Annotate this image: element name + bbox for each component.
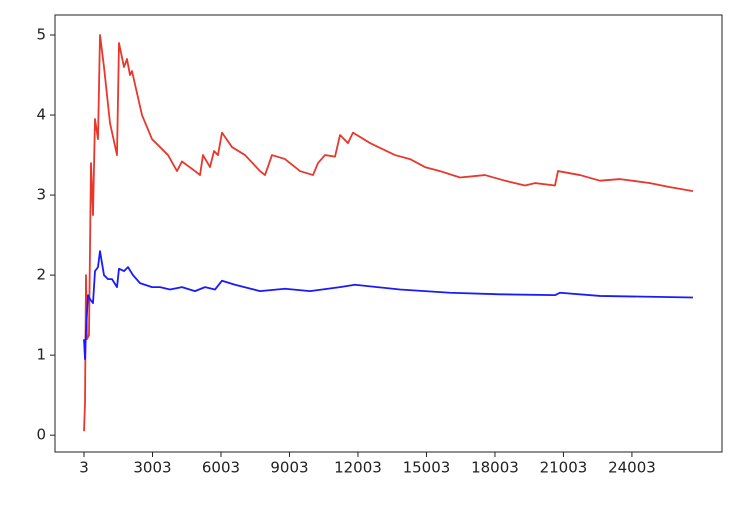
y-tick-label: 3 xyxy=(36,186,46,204)
y-tick-label: 0 xyxy=(36,426,46,444)
x-tick-label: 3 xyxy=(79,459,89,477)
x-tick-label: 18003 xyxy=(471,459,519,477)
y-tick-label: 2 xyxy=(36,266,46,284)
x-tick-label: 6003 xyxy=(202,459,240,477)
series-line xyxy=(83,34,694,432)
x-tick-label: 15003 xyxy=(403,459,451,477)
y-tick-label: 1 xyxy=(36,346,46,364)
x-tick-label: 21003 xyxy=(540,459,588,477)
axes-frame xyxy=(54,14,723,453)
x-tick-label: 12003 xyxy=(334,459,382,477)
y-tick-label: 4 xyxy=(36,106,46,124)
x-tick-label: 9003 xyxy=(270,459,308,477)
series-line xyxy=(83,250,693,361)
x-tick-label: 24003 xyxy=(608,459,656,477)
x-tick-label: 3003 xyxy=(133,459,171,477)
y-tick-label: 5 xyxy=(36,26,46,44)
